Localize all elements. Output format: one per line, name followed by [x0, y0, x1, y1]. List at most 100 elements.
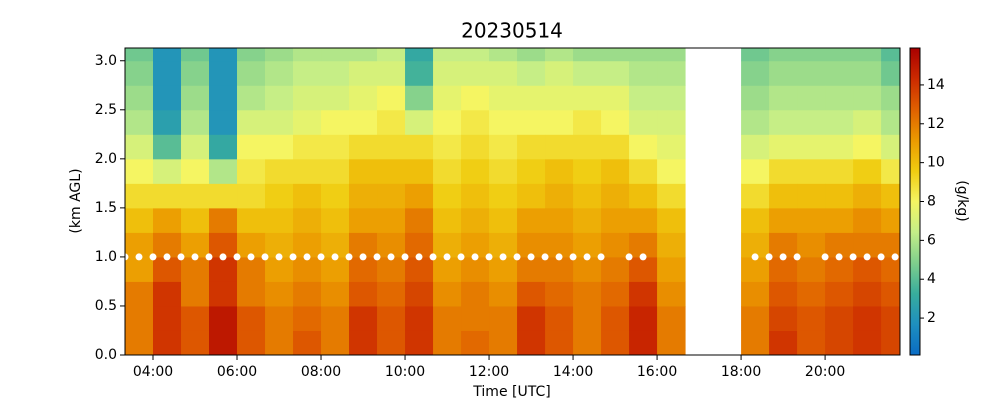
heatmap-cell — [545, 109, 574, 135]
heatmap-cell — [349, 256, 378, 282]
marker — [317, 253, 325, 261]
heatmap-cell — [629, 48, 658, 62]
marker — [443, 253, 451, 261]
heatmap-cell — [797, 305, 826, 331]
heatmap-cell — [153, 60, 182, 86]
heatmap-cell — [601, 134, 630, 160]
colorbar-tick-label: 6 — [927, 232, 936, 248]
heatmap-cell — [489, 305, 518, 331]
heatmap-cell — [125, 109, 154, 135]
heatmap-cell — [405, 232, 434, 258]
heatmap-cell — [573, 109, 602, 135]
heatmap-cell — [629, 232, 658, 258]
heatmap-cell — [209, 256, 238, 282]
plot-frame — [124, 47, 901, 356]
heatmap-cell — [377, 207, 406, 233]
heatmap-cell — [517, 305, 546, 331]
colorbar-tick-label: 14 — [927, 77, 945, 93]
heatmap-cell — [881, 281, 900, 307]
heatmap-cell — [881, 134, 900, 160]
heatmap-cell — [881, 85, 900, 111]
marker — [233, 253, 241, 261]
marker — [877, 253, 885, 261]
heatmap-cell — [209, 109, 238, 135]
heatmap-cell — [209, 85, 238, 111]
heatmap-cell — [125, 281, 154, 307]
heatmap-cell — [825, 134, 854, 160]
heatmap-cell — [657, 134, 686, 160]
heatmap-cell — [461, 330, 490, 355]
heatmap-cell — [321, 134, 350, 160]
heatmap-cell — [377, 134, 406, 160]
heatmap-cell — [433, 256, 462, 282]
heatmap-cell — [573, 330, 602, 355]
heatmap-cell — [405, 256, 434, 282]
marker — [569, 253, 577, 261]
heatmap-cell — [181, 60, 210, 86]
heatmap-cell — [629, 330, 658, 355]
heatmap-cell — [433, 281, 462, 307]
heatmap-cell — [825, 330, 854, 355]
colorbar-label: (g/kg) — [954, 180, 970, 222]
heatmap-cell — [573, 134, 602, 160]
marker — [429, 253, 437, 261]
heatmap-cell — [741, 256, 770, 282]
heatmap-cell — [769, 207, 798, 233]
x-tick-label: 10:00 — [385, 364, 425, 380]
heatmap-cell — [321, 85, 350, 111]
heatmap-cell — [769, 60, 798, 86]
heatmap-cell — [881, 232, 900, 258]
heatmap-cell — [853, 134, 882, 160]
heatmap-cell — [209, 134, 238, 160]
heatmap-cell — [545, 48, 574, 62]
heatmap-cell — [461, 207, 490, 233]
heatmap-cell — [489, 207, 518, 233]
heatmap-cell — [769, 158, 798, 184]
heatmap-cell — [769, 109, 798, 135]
heatmap-cell — [881, 183, 900, 209]
heatmap-cell — [517, 256, 546, 282]
heatmap-cell — [125, 256, 154, 282]
heatmap-cell — [545, 256, 574, 282]
heatmap-cell — [181, 256, 210, 282]
heatmap-cell — [853, 109, 882, 135]
heatmap-cell — [349, 207, 378, 233]
heatmap-cell — [237, 256, 266, 282]
heatmap-cell — [377, 256, 406, 282]
heatmap-cell — [377, 48, 406, 62]
heatmap-cell — [321, 330, 350, 355]
heatmap-cell — [293, 232, 322, 258]
heatmap-cell — [797, 134, 826, 160]
heatmap-cell — [825, 232, 854, 258]
heatmap-cell — [489, 158, 518, 184]
heatmap-cell — [601, 48, 630, 62]
heatmap-cell — [797, 232, 826, 258]
y-tick-label: 0.5 — [95, 298, 117, 314]
x-tick-label: 14:00 — [553, 364, 593, 380]
heatmap-cell — [545, 281, 574, 307]
heatmap-cell — [265, 183, 294, 209]
heatmap-cell — [265, 305, 294, 331]
heatmap-cell — [797, 48, 826, 62]
heatmap-cell — [265, 256, 294, 282]
heatmap-cell — [125, 207, 154, 233]
heatmap-cell — [657, 232, 686, 258]
heatmap-cell — [125, 232, 154, 258]
heatmap-cell — [741, 109, 770, 135]
heatmap-cell — [293, 48, 322, 62]
heatmap-cell — [601, 256, 630, 282]
heatmap-cell — [237, 134, 266, 160]
heatmap-cell — [293, 281, 322, 307]
marker — [597, 253, 605, 261]
heatmap-cell — [853, 183, 882, 209]
heatmap-cell — [741, 60, 770, 86]
heatmap-cell — [741, 134, 770, 160]
heatmap-cell — [489, 281, 518, 307]
heatmap-cell — [209, 207, 238, 233]
heatmap-cell — [461, 256, 490, 282]
heatmap-cell — [461, 281, 490, 307]
heatmap-cell — [125, 85, 154, 111]
heatmap-cell — [349, 109, 378, 135]
heatmap-cell — [433, 109, 462, 135]
